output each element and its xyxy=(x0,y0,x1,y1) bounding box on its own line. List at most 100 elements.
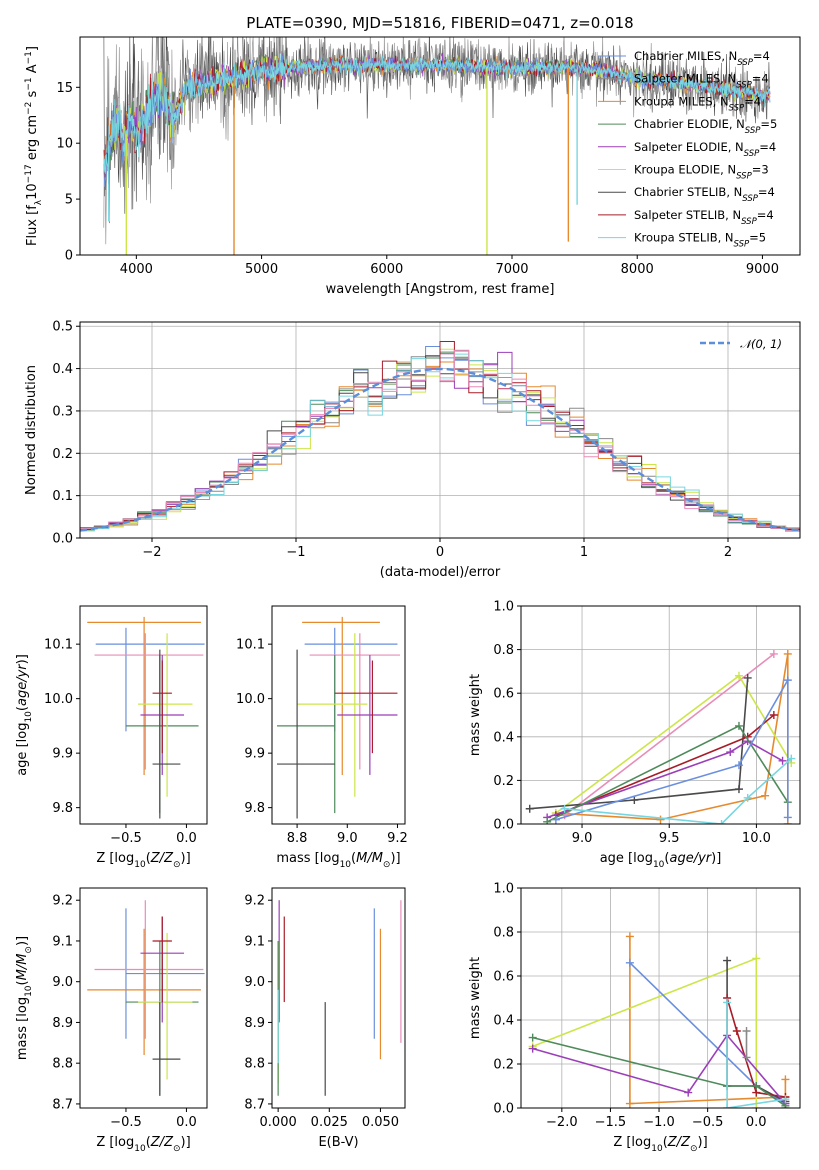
axes-frame xyxy=(79,36,801,256)
weight-marker xyxy=(723,956,732,965)
weight-line xyxy=(555,653,789,824)
axes-frame xyxy=(520,605,801,825)
label-part: ⊙ xyxy=(383,860,391,870)
weights-mass_weight_vs_age xyxy=(525,649,796,824)
weight-marker xyxy=(752,954,761,963)
y-tick-label: 5 xyxy=(65,193,73,208)
label-part: E(B-V) xyxy=(318,1135,358,1150)
y-tick-label: 0.4 xyxy=(493,730,514,745)
legend-n: =5 xyxy=(749,231,766,245)
axes-spectrum: 4000 5000 6000 7000 8000 9000 0 5 10 15 xyxy=(56,81,779,277)
y-tick-label: 9.1 xyxy=(244,934,265,949)
label-part: 10 xyxy=(134,1144,146,1154)
label-part: Z/Z xyxy=(667,1135,691,1150)
y-tick-label: 10.0 xyxy=(236,692,265,707)
errorbars-mass_vs_Z xyxy=(87,900,205,1096)
y-tick-label: 1.0 xyxy=(493,882,514,897)
legend-label: Salpeter ELODIE, NSSP=4 xyxy=(634,140,776,159)
weight-marker xyxy=(734,671,743,680)
y-tick-label: 0.2 xyxy=(493,1058,514,1073)
x-axis-label: age [log10(age/yr)] xyxy=(600,851,722,870)
label-part: 10 xyxy=(24,985,34,997)
legend-n: =4 xyxy=(753,49,770,63)
label-part: ⊙ xyxy=(690,1144,698,1154)
weight-line xyxy=(546,740,783,819)
weight-marker xyxy=(543,817,552,824)
label-part: −1 xyxy=(24,51,34,64)
y-tick-label: 8.9 xyxy=(52,1016,73,1031)
y-tick-label: 8.8 xyxy=(244,1057,265,1072)
y-tick-label: 9.9 xyxy=(52,747,73,762)
figure-title: PLATE=0390, MJD=51816, FIBERID=0471, z=0… xyxy=(246,14,633,32)
weight-line xyxy=(532,1036,786,1107)
axes-mass_vs_ebv: 0.000 0.025 0.050 8.7 8.8 8.9 9.0 9.1 9.2 xyxy=(244,894,399,1130)
legend-sub: SSP xyxy=(741,217,757,227)
label-part: Z [log xyxy=(96,1135,134,1150)
x-axis-label: mass [log10(M/M⊙)] xyxy=(276,851,400,870)
axes-frame xyxy=(79,321,801,539)
x-tick-label: 9.5 xyxy=(659,831,680,846)
axes-mass_vs_Z: −0.5 0.0 8.7 8.8 8.9 9.0 9.1 9.2 xyxy=(52,894,196,1130)
legend-label: Salpeter STELIB, NSSP=4 xyxy=(634,208,774,227)
weight-marker xyxy=(528,1044,537,1053)
normal-curve xyxy=(80,367,800,532)
y-tick-label: 0.1 xyxy=(52,489,73,504)
label-part: )] xyxy=(711,851,721,866)
y-tick-label: 8.9 xyxy=(244,1016,265,1031)
y-tick-label: 10 xyxy=(56,137,73,152)
label-part: )] xyxy=(15,654,30,664)
y-tick-label: 0.4 xyxy=(52,362,73,377)
legend-sub: SSP xyxy=(745,126,761,136)
weight-marker xyxy=(656,815,665,824)
y-tick-label: 0.2 xyxy=(493,774,514,789)
weight-line xyxy=(555,674,792,814)
y-tick-label: 0.0 xyxy=(493,1102,514,1117)
weight-line xyxy=(529,677,749,810)
legend-label: Kroupa MILES, NSSP=4 xyxy=(634,94,761,113)
weight-line xyxy=(726,1002,786,1108)
y-axis-label: mass weight xyxy=(468,674,483,756)
label-part: 10 xyxy=(24,711,34,723)
label-part: erg cm xyxy=(25,115,40,164)
weight-marker xyxy=(787,754,796,763)
x-axis-label: Z [log10(Z/Z⊙)] xyxy=(613,1135,707,1154)
label-part: Z/Z xyxy=(150,851,174,866)
label-part: age [log xyxy=(600,851,653,866)
x-tick-label: 0.0 xyxy=(746,1115,767,1130)
label-part: )] xyxy=(698,1135,708,1150)
weight-marker xyxy=(761,791,770,800)
y-axis-label: Normed distribution xyxy=(24,365,39,495)
weight-marker xyxy=(743,673,752,682)
legend-label: 𝒩(0, 1) xyxy=(740,337,782,351)
spectrum-line xyxy=(103,53,771,175)
x-axis-label: (data-model)/error xyxy=(380,565,501,580)
weight-marker xyxy=(769,711,778,719)
weight-marker xyxy=(781,1075,790,1084)
y-tick-label: 9.1 xyxy=(52,934,73,949)
histogram-step xyxy=(80,349,800,534)
weight-marker xyxy=(723,1104,732,1108)
y-tick-label: 8.8 xyxy=(52,1057,73,1072)
label-part: 10 xyxy=(340,860,352,870)
axes-age_vs_Z: −0.5 0.0 9.8 9.9 10.0 10.1 xyxy=(44,638,197,846)
errorbars-age_vs_Z xyxy=(87,616,205,819)
weight-marker xyxy=(726,748,735,757)
label-part: λ xyxy=(34,199,44,205)
x-tick-label: 0.025 xyxy=(311,1115,348,1130)
x-tick-label: 4000 xyxy=(120,262,153,277)
label-part: ] xyxy=(25,46,40,51)
weight-marker xyxy=(734,721,743,730)
x-tick-label: 2 xyxy=(724,545,732,560)
weight-marker xyxy=(625,958,634,967)
label-part: Z [log xyxy=(613,1135,651,1150)
spectrum-traces xyxy=(103,37,771,255)
weight-marker xyxy=(769,649,778,658)
y-tick-label: 1.0 xyxy=(493,600,514,615)
legend-name: Kroupa STELIB, N xyxy=(634,231,734,245)
legend-sub: SSP xyxy=(729,103,745,113)
legend-sub: SSP xyxy=(734,240,750,250)
x-tick-label: 8.8 xyxy=(287,831,308,846)
label-part: wavelength [Angstrom, rest frame] xyxy=(326,282,555,297)
y-tick-label: 9.9 xyxy=(244,747,265,762)
x-tick-label: 8000 xyxy=(621,262,654,277)
